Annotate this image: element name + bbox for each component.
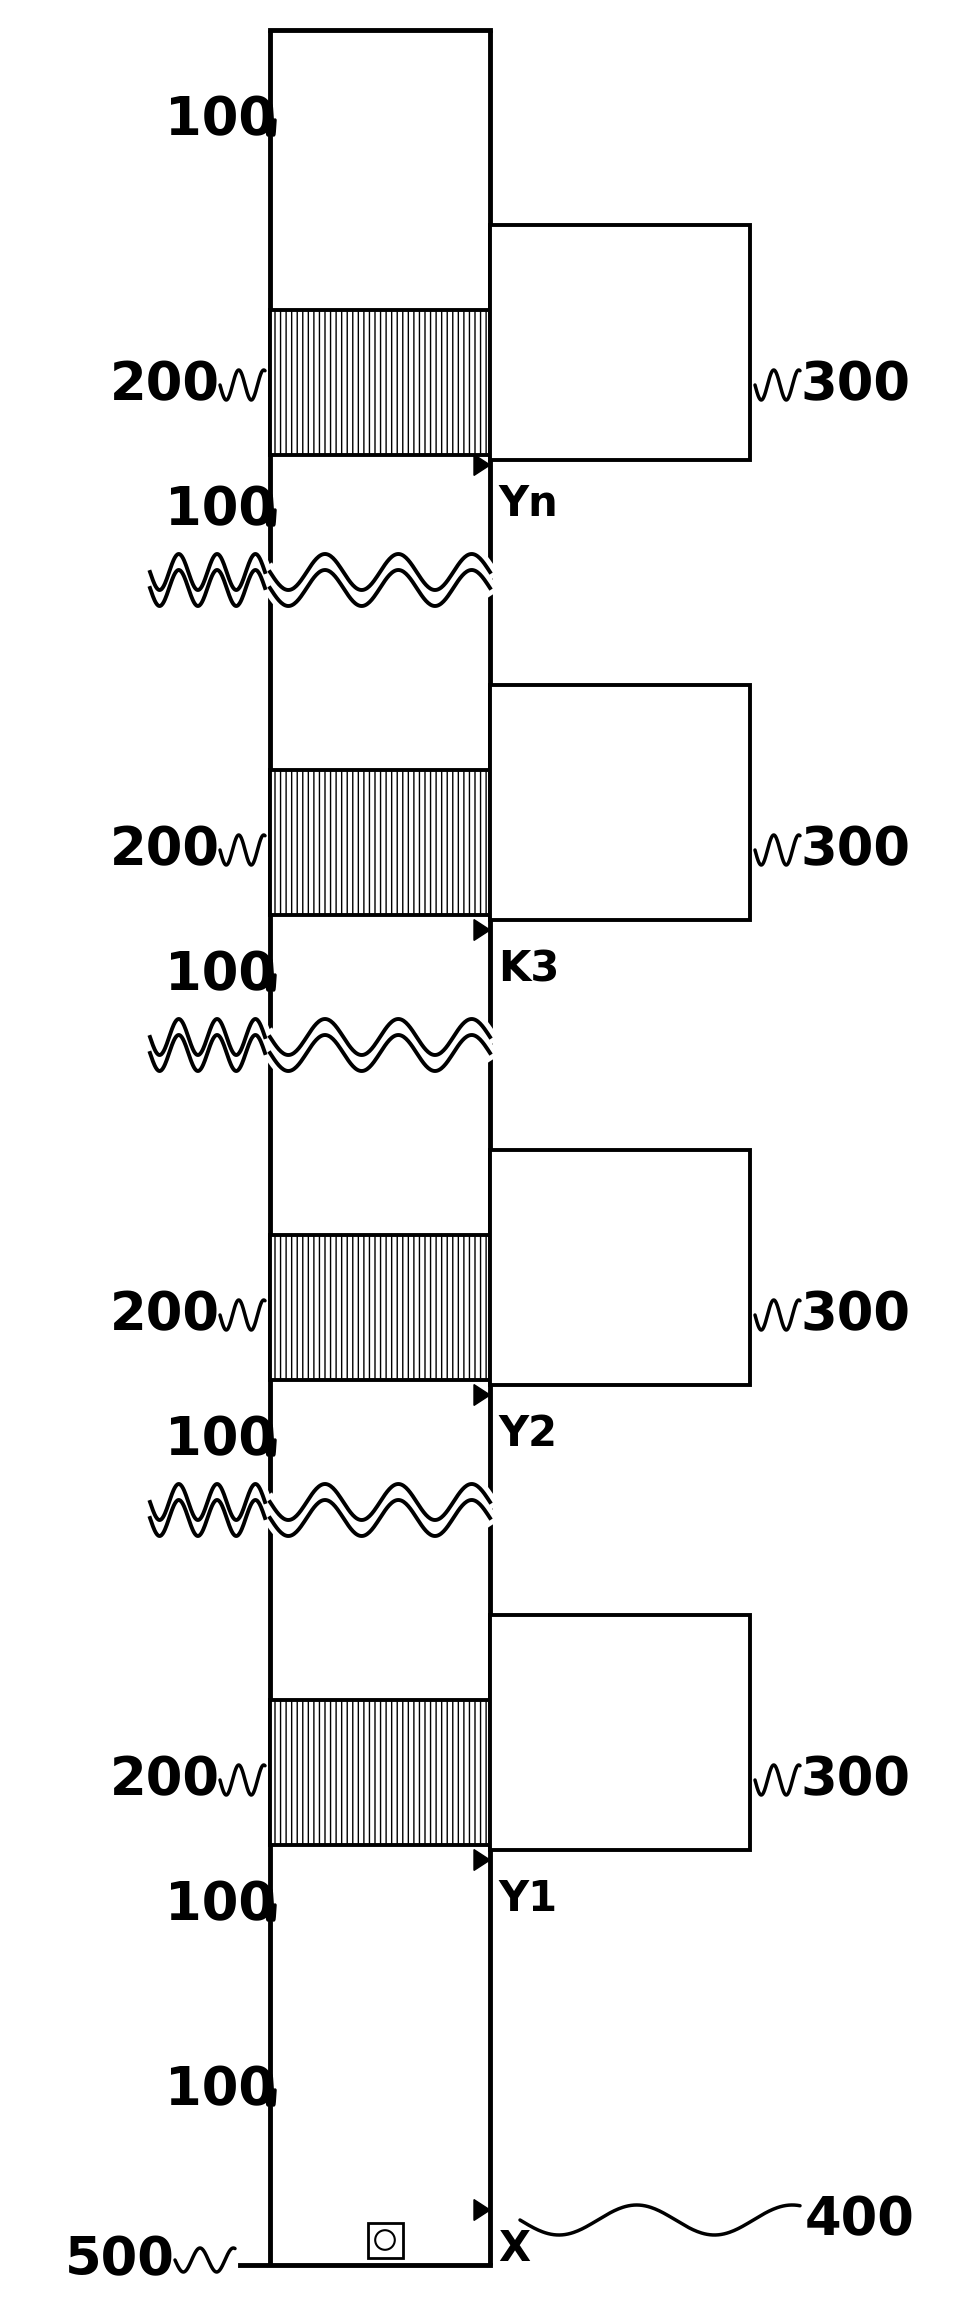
Text: Y2: Y2 bbox=[498, 1412, 557, 1456]
Bar bbox=[490, 684, 750, 920]
Text: 300: 300 bbox=[800, 825, 910, 876]
Text: 100: 100 bbox=[165, 95, 275, 146]
Text: 400: 400 bbox=[805, 2193, 915, 2246]
Text: K3: K3 bbox=[498, 948, 560, 989]
Text: 200: 200 bbox=[110, 358, 220, 411]
Text: Yn: Yn bbox=[498, 483, 558, 525]
Bar bbox=[270, 1701, 490, 1844]
Bar bbox=[490, 224, 750, 460]
Text: 200: 200 bbox=[110, 1290, 220, 1340]
Bar bbox=[368, 2223, 403, 2258]
Text: 100: 100 bbox=[165, 1879, 275, 1932]
Text: Y1: Y1 bbox=[498, 1879, 557, 1920]
Bar bbox=[270, 1234, 490, 1380]
Bar bbox=[270, 770, 490, 915]
Text: X: X bbox=[498, 2228, 530, 2269]
Text: 500: 500 bbox=[65, 2235, 175, 2286]
Text: 300: 300 bbox=[800, 1290, 910, 1340]
Bar bbox=[490, 1151, 750, 1384]
Text: 100: 100 bbox=[165, 950, 275, 1001]
Bar bbox=[490, 1615, 750, 1851]
Polygon shape bbox=[474, 920, 490, 941]
Polygon shape bbox=[474, 1384, 490, 1405]
Polygon shape bbox=[474, 455, 490, 476]
Text: 200: 200 bbox=[110, 825, 220, 876]
Text: 300: 300 bbox=[800, 358, 910, 411]
Bar bbox=[270, 310, 490, 455]
Text: 200: 200 bbox=[110, 1754, 220, 1805]
Text: 100: 100 bbox=[165, 1414, 275, 1465]
Polygon shape bbox=[474, 1849, 490, 1870]
Polygon shape bbox=[474, 2200, 490, 2221]
Text: 300: 300 bbox=[800, 1754, 910, 1805]
Text: 100: 100 bbox=[165, 483, 275, 536]
Text: 100: 100 bbox=[165, 2064, 275, 2117]
